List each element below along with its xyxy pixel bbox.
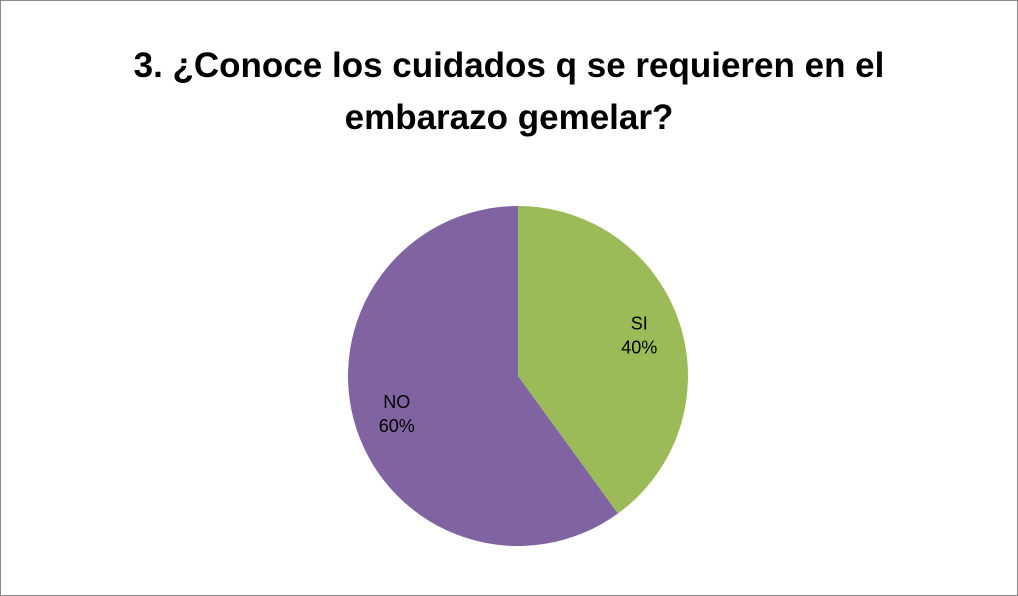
slice-value-label: 40% [621,337,657,357]
slice-label: SI [631,313,648,333]
slice-value-label: 60% [379,416,415,436]
slice-label: NO [383,392,410,412]
pie-slice [518,206,689,514]
chart-title: 3. ¿Conoce los cuidados q se requieren e… [133,46,885,137]
pie-slice [348,206,618,546]
